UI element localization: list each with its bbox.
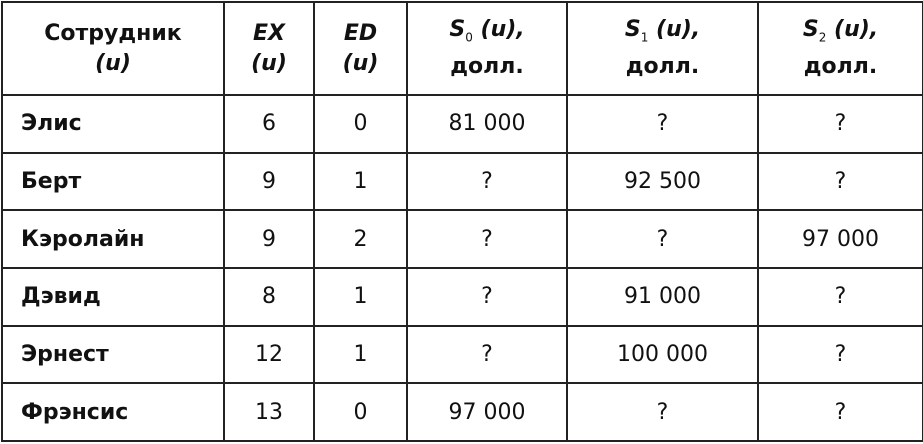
header-unit: долл. <box>803 54 878 80</box>
cell-ed: 1 <box>313 324 408 385</box>
table-row: Эрнест 12 1? 100 000? <box>1 324 923 385</box>
header-sub: 2 <box>818 30 827 45</box>
cell-name: Элис <box>1 94 225 154</box>
header-var: (u) <box>95 50 131 76</box>
cell-ed: 1 <box>313 266 408 327</box>
cell-s2: ? <box>757 94 923 154</box>
cell-s1: ? <box>566 94 759 154</box>
cell-s0: ? <box>406 151 568 212</box>
table-row: Фрэнсис 13 0 97 000?? <box>1 382 923 442</box>
cell-name: Берт <box>1 151 225 212</box>
cell-s2: ? <box>757 382 923 442</box>
cell-name: Дэвид <box>1 266 225 327</box>
cell-s1: 100 000 <box>566 324 759 385</box>
header-var: (u) <box>251 50 287 76</box>
cell-ex: 9 <box>223 151 315 212</box>
table-row: Кэролайн 9 2?? 97 000 <box>1 209 923 269</box>
cell-s0: ? <box>406 209 568 269</box>
cell-ex: 12 <box>223 324 315 385</box>
cell-ex: 8 <box>223 266 315 327</box>
cell-name: Кэролайн <box>1 209 225 269</box>
cell-ex: 9 <box>223 209 315 269</box>
header-ex: EX (u) <box>223 1 315 96</box>
header-s0: S0 (u), долл. <box>406 1 568 96</box>
cell-s0: 81 000 <box>406 94 568 154</box>
header-unit: долл. <box>450 54 524 80</box>
header-var: (u), <box>834 16 879 42</box>
header-var: (u), <box>480 16 525 42</box>
header-sub: 1 <box>640 30 649 45</box>
cell-s2: ? <box>757 324 923 385</box>
cell-s2: 97 000 <box>757 209 923 269</box>
header-label: ED <box>343 20 378 46</box>
header-row: Сотрудник (u) EX (u) ED (u) S0 (u), долл. S1… <box>1 1 923 96</box>
header-label: S <box>449 16 466 42</box>
header-unit: долл. <box>625 54 700 80</box>
cell-s0: 97 000 <box>406 382 568 442</box>
header-label: Сотрудник <box>44 20 182 46</box>
header-var: (u), <box>656 16 701 42</box>
cell-ed: 0 <box>313 382 408 442</box>
cell-ed: 1 <box>313 151 408 212</box>
cell-name: Эрнест <box>1 324 225 385</box>
header-sub: 0 <box>465 30 473 45</box>
cell-s0: ? <box>406 266 568 327</box>
header-s1: S1 (u), долл. <box>566 1 759 96</box>
cell-ed: 2 <box>313 209 408 269</box>
header-label: S <box>624 16 641 42</box>
table-row: Берт 9 1? 92 500? <box>1 151 923 212</box>
cell-s2: ? <box>757 151 923 212</box>
header-ed: ED (u) <box>313 1 408 96</box>
cell-s1: 91 000 <box>566 266 759 327</box>
header-employee: Сотрудник (u) <box>1 1 225 96</box>
header-var: (u) <box>342 50 379 76</box>
cell-s2: ? <box>757 266 923 327</box>
cell-s1: ? <box>566 209 759 269</box>
cell-ex: 6 <box>223 94 315 154</box>
cell-s1: 92 500 <box>566 151 759 212</box>
cell-s0: ? <box>406 324 568 385</box>
header-label: EX <box>253 20 285 46</box>
cell-name: Фрэнсис <box>1 382 225 442</box>
cell-s1: ? <box>566 382 759 442</box>
cell-ex: 13 <box>223 382 315 442</box>
header-s2: S2 (u), долл. <box>757 1 923 96</box>
table-row: Элис 6 0 81 000?? <box>1 94 923 154</box>
table-row: Дэвид 8 1? 91 000? <box>1 266 923 327</box>
cell-ed: 0 <box>313 94 408 154</box>
header-label: S <box>802 16 819 42</box>
